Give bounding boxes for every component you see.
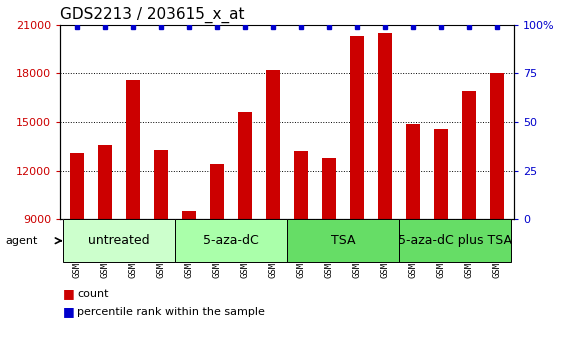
Text: GSM118420: GSM118420 [128, 230, 137, 278]
Text: GSM118433: GSM118433 [493, 230, 501, 278]
Bar [70, 153, 84, 219]
Text: GSM118432: GSM118432 [465, 230, 473, 278]
Bar [434, 129, 448, 219]
Bar [63, 219, 175, 262]
Text: agent: agent [6, 236, 38, 246]
Text: GSM118430: GSM118430 [408, 230, 417, 278]
Text: untreated: untreated [88, 234, 150, 247]
Bar [399, 219, 511, 262]
Text: GSM118426: GSM118426 [296, 230, 305, 278]
Text: ■: ■ [63, 305, 75, 318]
Bar [210, 164, 224, 219]
Text: percentile rank within the sample: percentile rank within the sample [77, 307, 265, 316]
Bar [98, 145, 112, 219]
Text: GSM118428: GSM118428 [352, 230, 361, 278]
Bar [126, 80, 140, 219]
Text: GSM118431: GSM118431 [437, 230, 445, 278]
Text: GDS2213 / 203615_x_at: GDS2213 / 203615_x_at [60, 7, 244, 23]
Bar [294, 152, 308, 219]
Text: 5-aza-dC plus TSA: 5-aza-dC plus TSA [398, 234, 512, 247]
Text: count: count [77, 289, 108, 299]
Text: GSM118427: GSM118427 [324, 230, 333, 278]
Text: GSM118421: GSM118421 [156, 230, 166, 278]
Bar [266, 70, 280, 219]
Bar [378, 33, 392, 219]
Bar [238, 113, 252, 219]
Text: GSM118418: GSM118418 [73, 230, 81, 278]
Bar [406, 124, 420, 219]
Bar [322, 158, 336, 219]
Bar [154, 150, 168, 219]
Bar [287, 219, 399, 262]
Bar [175, 219, 287, 262]
Text: GSM118425: GSM118425 [268, 230, 278, 278]
Text: GSM118423: GSM118423 [212, 230, 222, 278]
Text: GSM118424: GSM118424 [240, 230, 250, 278]
Text: GSM118422: GSM118422 [184, 230, 194, 278]
Bar [182, 211, 196, 219]
Text: ■: ■ [63, 287, 75, 300]
Bar [462, 91, 476, 219]
Text: TSA: TSA [331, 234, 355, 247]
Bar [490, 73, 504, 219]
Bar [350, 36, 364, 219]
Text: 5-aza-dC: 5-aza-dC [203, 234, 259, 247]
Text: GSM118429: GSM118429 [380, 230, 389, 278]
Text: GSM118419: GSM118419 [100, 230, 109, 278]
